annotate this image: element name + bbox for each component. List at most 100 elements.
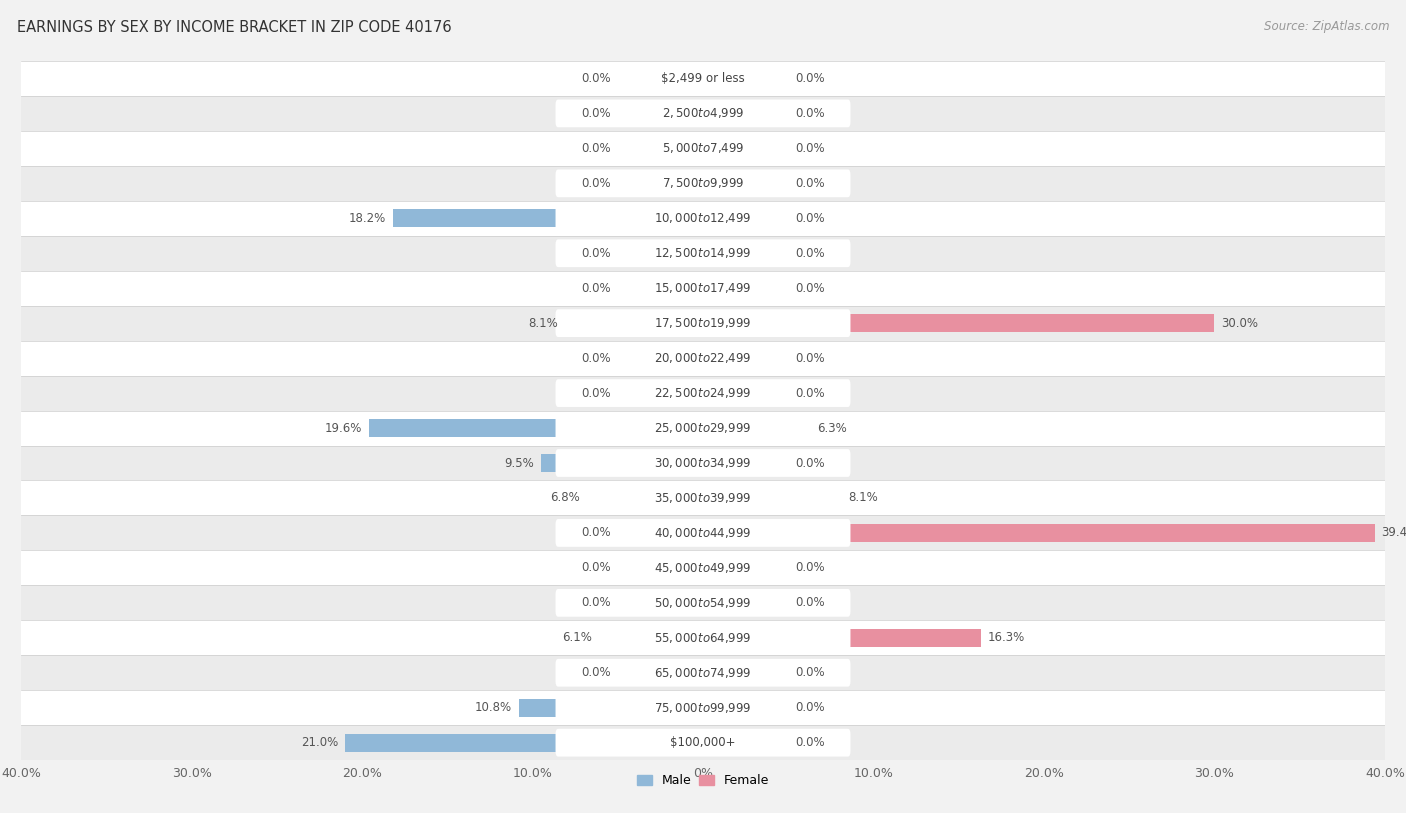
Bar [617,593,703,612]
Bar [703,314,789,333]
Bar [703,104,789,123]
FancyBboxPatch shape [555,589,851,617]
Text: 18.2%: 18.2% [349,212,385,224]
Bar [703,174,789,193]
Bar [21,236,1385,271]
Bar [21,341,1385,376]
Text: 0.0%: 0.0% [794,142,825,154]
Text: 0.0%: 0.0% [581,247,612,259]
FancyBboxPatch shape [555,693,851,722]
Bar [617,454,703,472]
Bar [703,279,789,298]
Bar [21,411,1385,446]
Text: $10,000 to $12,499: $10,000 to $12,499 [654,211,752,225]
Bar [21,166,1385,201]
Bar [617,524,703,542]
FancyBboxPatch shape [555,239,851,267]
Text: $55,000 to $64,999: $55,000 to $64,999 [654,631,752,645]
Text: 0.0%: 0.0% [581,352,612,364]
Bar [617,69,703,88]
Bar [617,209,703,228]
Text: $7,500 to $9,999: $7,500 to $9,999 [662,176,744,190]
Bar [703,314,1215,333]
Text: $15,000 to $17,499: $15,000 to $17,499 [654,281,752,295]
Bar [703,139,789,158]
Text: $25,000 to $29,999: $25,000 to $29,999 [654,421,752,435]
Bar [617,628,703,647]
FancyBboxPatch shape [555,344,851,372]
Text: 0.0%: 0.0% [581,107,612,120]
Text: 0.0%: 0.0% [581,177,612,189]
Bar [617,314,703,333]
Text: $20,000 to $22,499: $20,000 to $22,499 [654,351,752,365]
Text: 30.0%: 30.0% [1222,317,1258,329]
Bar [617,733,703,752]
Text: 0.0%: 0.0% [581,72,612,85]
Text: 0.0%: 0.0% [794,562,825,574]
Text: 9.5%: 9.5% [505,457,534,469]
Bar [703,593,789,612]
Text: 0.0%: 0.0% [794,177,825,189]
FancyBboxPatch shape [555,379,851,407]
Bar [617,244,703,263]
Text: Source: ZipAtlas.com: Source: ZipAtlas.com [1264,20,1389,33]
Text: 0.0%: 0.0% [794,212,825,224]
Text: 6.8%: 6.8% [551,492,581,504]
Bar [21,690,1385,725]
FancyBboxPatch shape [555,449,851,477]
Bar [703,628,981,647]
Text: 0.0%: 0.0% [794,282,825,294]
Text: 0.0%: 0.0% [794,597,825,609]
FancyBboxPatch shape [555,414,851,442]
Bar [703,69,789,88]
Bar [21,550,1385,585]
Bar [703,733,789,752]
Text: 0.0%: 0.0% [794,247,825,259]
Bar [703,559,789,577]
Text: $5,000 to $7,499: $5,000 to $7,499 [662,141,744,155]
Text: 0.0%: 0.0% [581,562,612,574]
Text: $2,499 or less: $2,499 or less [661,72,745,85]
Bar [344,733,703,752]
FancyBboxPatch shape [555,169,851,198]
Text: $45,000 to $49,999: $45,000 to $49,999 [654,561,752,575]
Text: $40,000 to $44,999: $40,000 to $44,999 [654,526,752,540]
Bar [21,96,1385,131]
FancyBboxPatch shape [555,134,851,163]
Bar [617,698,703,717]
Bar [703,524,1375,542]
Bar [617,663,703,682]
Bar [703,244,789,263]
Bar [617,139,703,158]
FancyBboxPatch shape [555,659,851,687]
Bar [703,349,789,367]
Text: 0.0%: 0.0% [581,282,612,294]
Text: $2,500 to $4,999: $2,500 to $4,999 [662,107,744,120]
Text: $65,000 to $74,999: $65,000 to $74,999 [654,666,752,680]
FancyBboxPatch shape [555,484,851,512]
Bar [703,698,789,717]
Bar [588,489,703,507]
FancyBboxPatch shape [555,309,851,337]
Text: 10.8%: 10.8% [475,702,512,714]
Text: 0.0%: 0.0% [581,667,612,679]
Text: 0.0%: 0.0% [794,457,825,469]
Bar [617,349,703,367]
Bar [617,489,703,507]
Text: 8.1%: 8.1% [529,317,558,329]
Bar [617,559,703,577]
FancyBboxPatch shape [555,204,851,233]
FancyBboxPatch shape [555,519,851,547]
Bar [703,489,841,507]
Text: $17,500 to $19,999: $17,500 to $19,999 [654,316,752,330]
Bar [617,384,703,402]
Text: $75,000 to $99,999: $75,000 to $99,999 [654,701,752,715]
FancyBboxPatch shape [555,624,851,652]
Bar [703,454,789,472]
Bar [703,663,789,682]
Text: 0.0%: 0.0% [581,597,612,609]
Bar [21,61,1385,96]
Bar [21,306,1385,341]
Bar [617,419,703,437]
Bar [21,585,1385,620]
